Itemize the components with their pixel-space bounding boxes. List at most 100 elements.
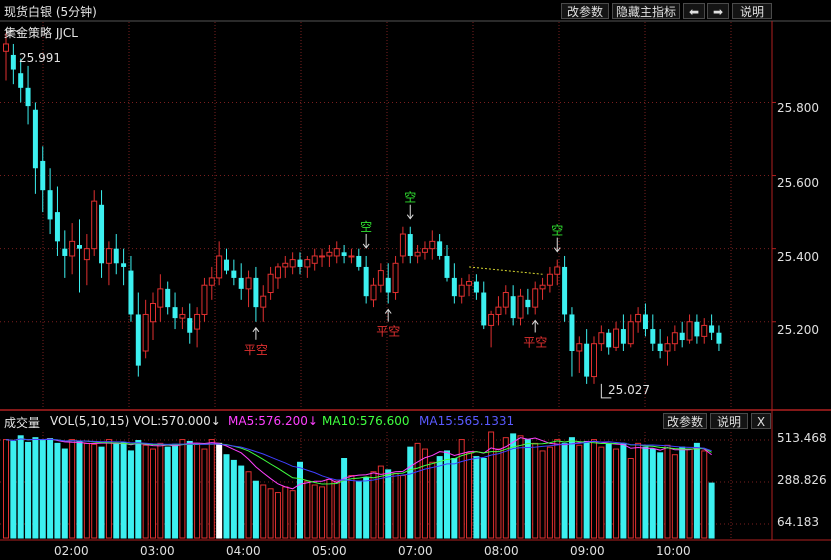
volume-bar (429, 461, 436, 539)
candle-body (606, 332, 612, 348)
candle-body (671, 332, 678, 345)
candle-body (304, 259, 311, 268)
volume-bar (326, 478, 333, 539)
candle-body (664, 343, 671, 352)
volume-params-label: VOL(5,10,15) (50, 414, 130, 428)
candle-body (267, 273, 274, 294)
candle-body (253, 277, 259, 308)
next-arrow-button[interactable]: ➡ (707, 3, 729, 19)
candle-body (10, 54, 16, 70)
candle-body (99, 204, 105, 264)
candle-body (172, 307, 178, 319)
volume-params-button[interactable]: 改参数 (663, 413, 707, 429)
help-button[interactable]: 说明 (732, 3, 772, 19)
volume-bar (627, 458, 634, 539)
volume-bar (47, 438, 54, 539)
candle-body (297, 259, 303, 267)
volume-bar (583, 440, 590, 539)
volume-tick-low: 64.183 (777, 515, 819, 529)
volume-bar (532, 442, 539, 539)
candle-body (128, 270, 134, 315)
volume-bar (120, 441, 127, 539)
candle-body (686, 321, 693, 341)
candle-body (444, 255, 450, 278)
candle-body (532, 288, 539, 308)
candle-body (77, 245, 82, 249)
candle-body (282, 262, 289, 268)
candle-body (165, 288, 171, 308)
volume-bar (539, 450, 546, 539)
volume-bar (546, 446, 553, 539)
vol-value: VOL:570.000↓ (133, 414, 221, 428)
candle-body (363, 266, 369, 297)
ma10-value: MA10:576.600 (322, 414, 410, 428)
hide-main-indicator-button[interactable]: 隐藏主指标 (612, 3, 680, 19)
volume-bar (260, 484, 267, 539)
volume-bar (701, 450, 708, 539)
volume-bar (657, 452, 664, 539)
volume-bar (274, 492, 281, 539)
volume-bar (223, 454, 230, 539)
volume-bar (458, 439, 465, 539)
volume-bar (708, 482, 715, 539)
candle-body (121, 263, 127, 267)
ma15-value: MA15:565.1331 (419, 414, 515, 428)
candle-body (201, 284, 208, 315)
candle-body (194, 313, 201, 330)
candle-body (539, 284, 546, 290)
candle-body (135, 314, 141, 366)
volume-title: 成交量 (4, 416, 41, 430)
volume-bar (267, 488, 274, 539)
prev-arrow-button[interactable]: ⬅ (683, 3, 705, 19)
ma5-value: MA5:576.200↓ (228, 414, 318, 428)
volume-bar (216, 442, 223, 539)
candle-body (613, 328, 620, 348)
volume-bar (150, 448, 156, 539)
volume-bar (686, 448, 693, 539)
candle-body (701, 324, 708, 337)
volume-bar (83, 442, 90, 539)
high-marker (5, 29, 21, 34)
volume-bar (208, 439, 215, 539)
volume-bar (186, 440, 193, 539)
candle-body (348, 255, 355, 258)
candle-body (385, 277, 391, 293)
volume-bar (591, 439, 597, 539)
candle-body (407, 234, 413, 256)
volume-bar (502, 437, 509, 539)
volume-close-button[interactable]: X (751, 413, 771, 429)
volume-bar (142, 444, 149, 539)
volume-bar (399, 475, 406, 539)
candle-body (157, 288, 164, 308)
change-params-button[interactable]: 改参数 (561, 3, 609, 19)
volume-bar (664, 444, 671, 539)
volume-bar (76, 440, 83, 539)
candle-body (356, 255, 362, 267)
volume-bar (363, 476, 370, 539)
candle-body (341, 252, 347, 256)
volume-tick-high: 513.468 (777, 431, 827, 445)
volume-bar (61, 448, 68, 539)
candle-body (437, 241, 443, 256)
time-tick-0800: 08:00 (484, 544, 519, 558)
volume-bar (194, 442, 201, 539)
window-title: 现货白银 (5分钟) (4, 5, 97, 19)
volume-bar (635, 442, 642, 539)
candle-body (458, 284, 465, 297)
candle-body (546, 273, 553, 286)
volume-bar (620, 442, 627, 539)
cover-arrow-head (384, 308, 392, 314)
volume-bar (473, 456, 480, 539)
price-tick-25800: 25.800 (777, 101, 819, 115)
candle-body (562, 266, 568, 315)
candle-body (716, 332, 722, 344)
volume-bar (561, 442, 568, 539)
volume-help-button[interactable]: 说明 (710, 413, 748, 429)
volume-bar (649, 448, 656, 539)
volume-bar (39, 440, 46, 539)
price-tick-25200: 25.200 (777, 323, 819, 337)
volume-bar (414, 442, 421, 539)
volume-bar (135, 440, 142, 539)
volume-bar (69, 439, 76, 539)
